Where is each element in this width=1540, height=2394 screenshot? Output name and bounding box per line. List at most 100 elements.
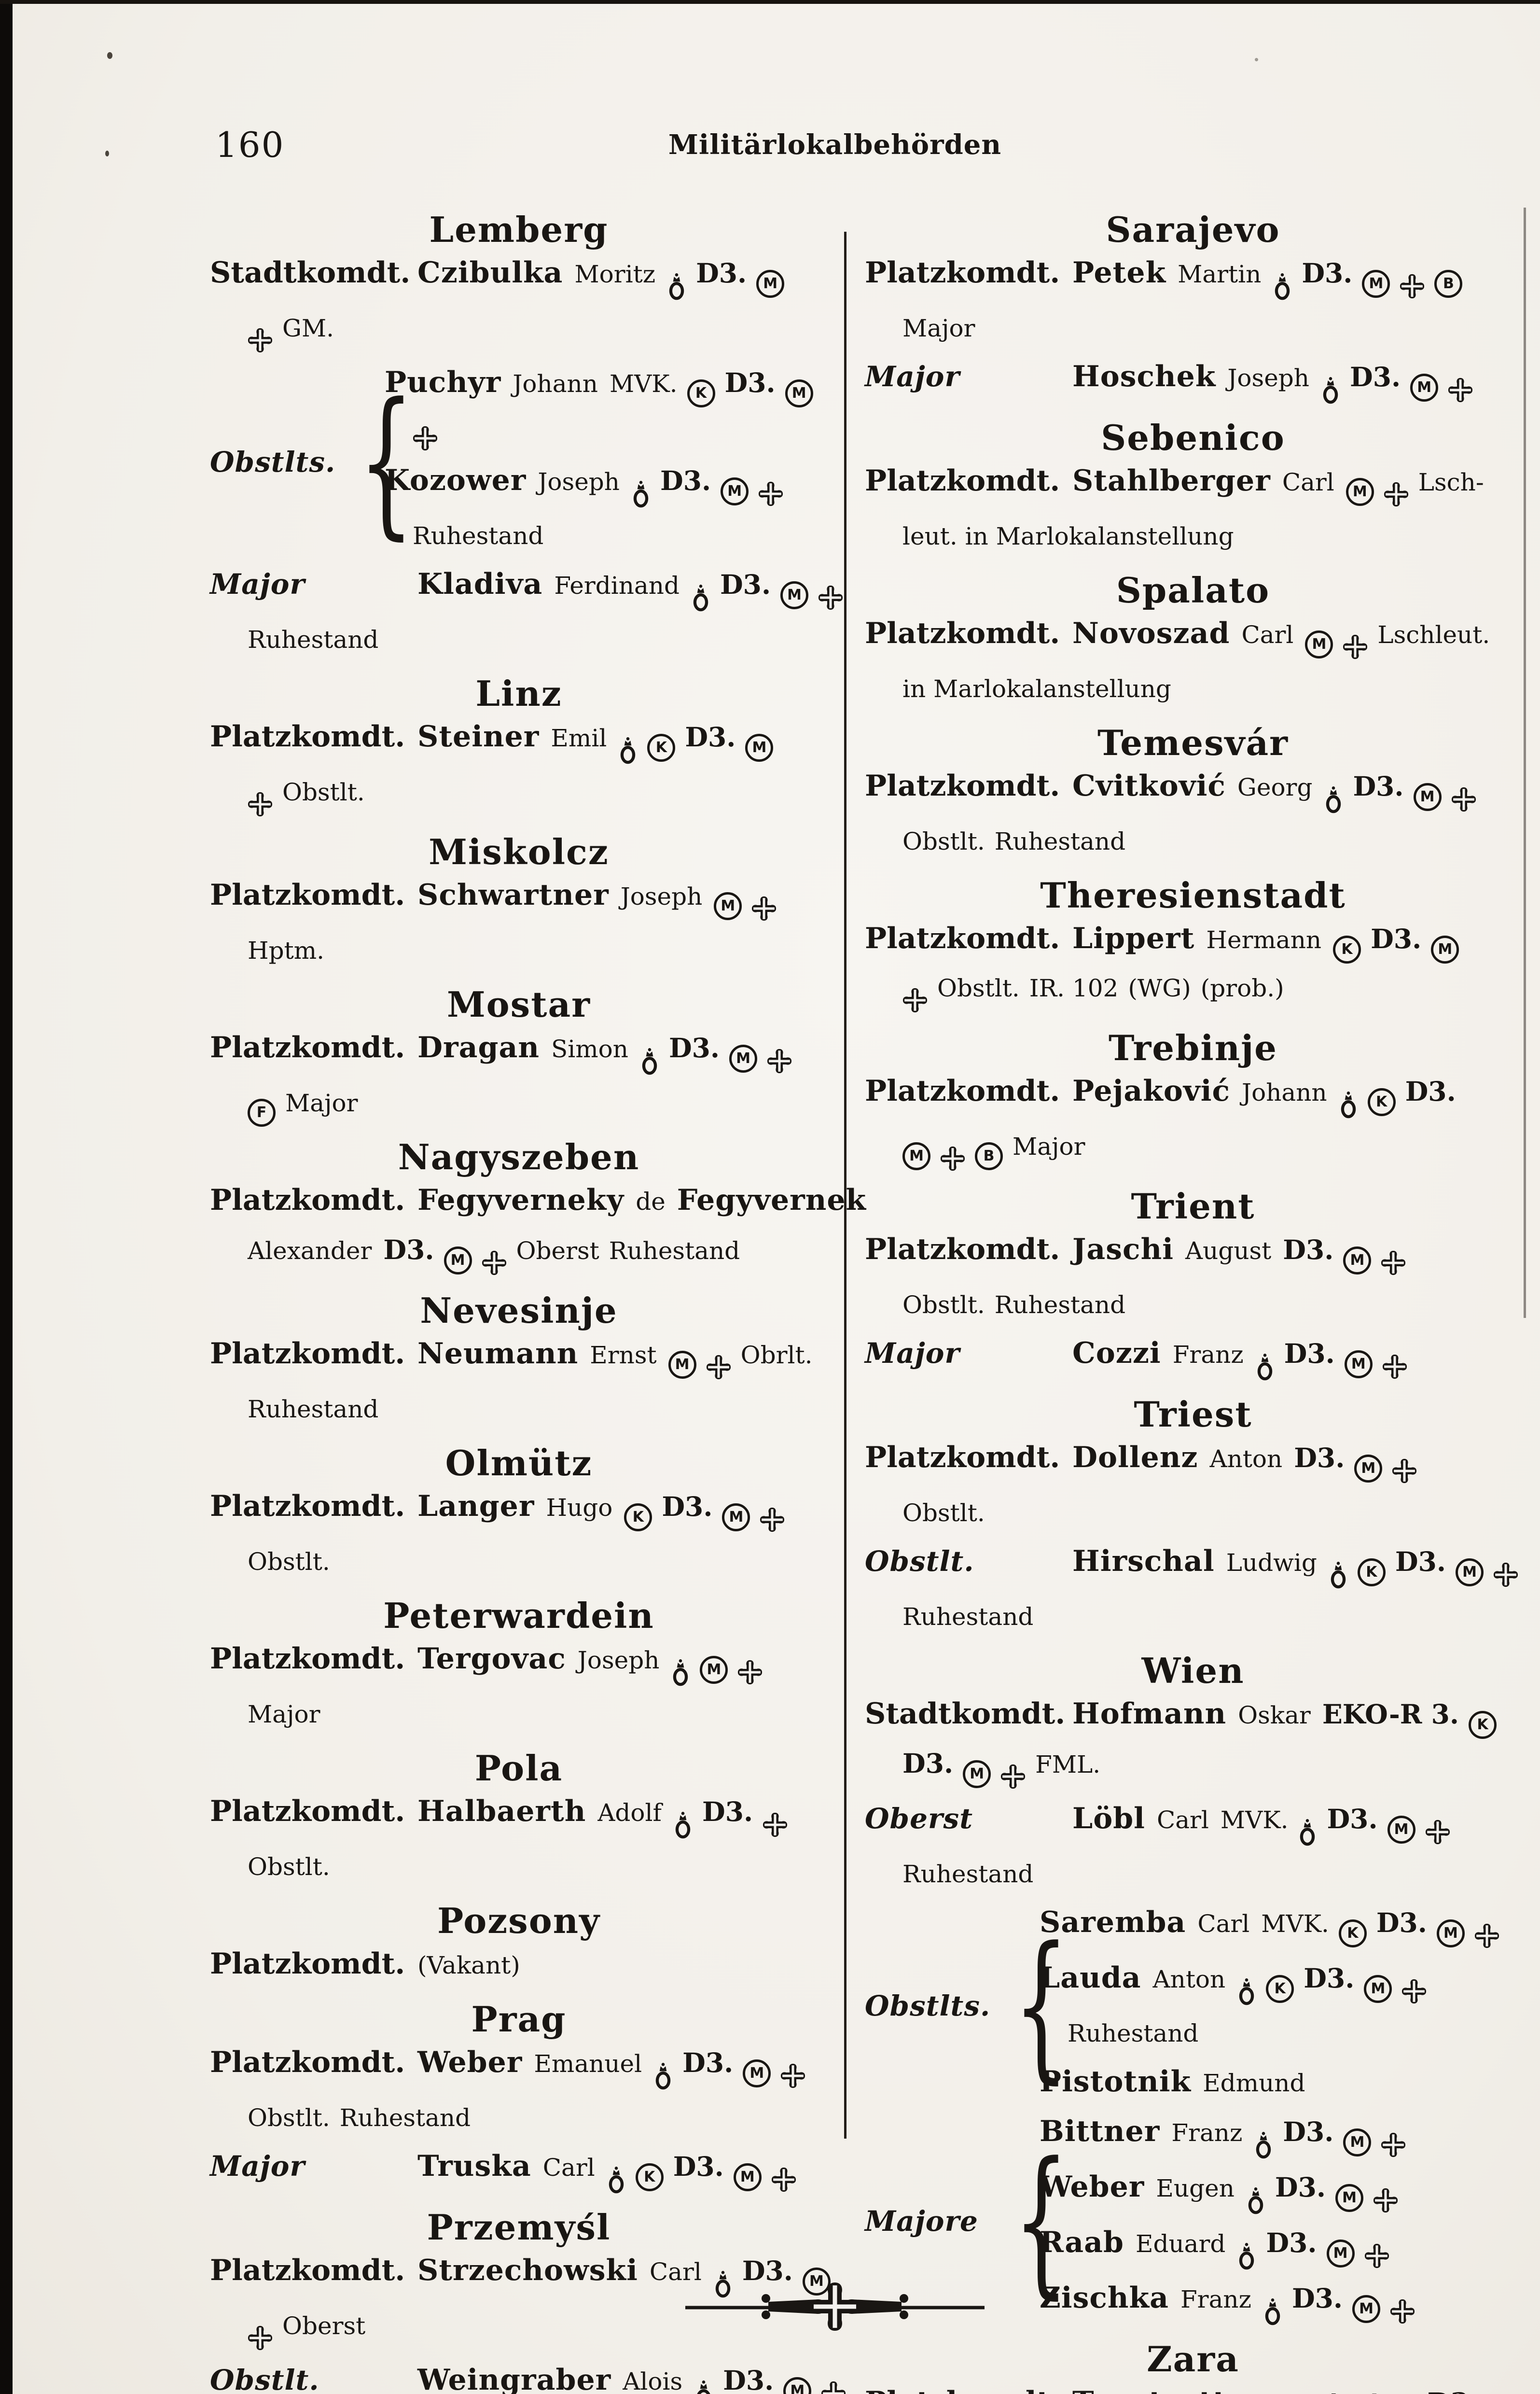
circled-M-icon: M: [963, 1760, 991, 1788]
given-name: Alexander: [248, 1237, 372, 1265]
entry-row: Platzkomdt. Strzechowski Carl D3. M Oberst: [210, 2249, 831, 2359]
given-name: Anton: [1152, 1965, 1226, 1993]
note-text: Obstlt.: [248, 1853, 330, 1881]
city-header: Trebinje: [1109, 1027, 1277, 1068]
brace: {: [1013, 1912, 1069, 2098]
rank-label: Platzkomdt.: [865, 1074, 1060, 1108]
city-header: Peterwardein: [383, 1595, 654, 1636]
decoration-text: D3.: [1327, 1803, 1378, 1834]
given-name: Martin: [1178, 260, 1262, 288]
column-right: Sarajevo Platzkomdt. Petek Martin D3. M B Major…: [865, 203, 1521, 2394]
entry-group: Majore{Bittner Franz D3. M Weber Eugen D3. M Raa…: [865, 2110, 1521, 2332]
note-text: (WG): [1128, 974, 1191, 1002]
decoration-text: D3.: [685, 721, 736, 753]
surname: Langer: [417, 1489, 535, 1523]
note-text: Ruhestand: [609, 1237, 740, 1265]
medal-icon: [1254, 2123, 1273, 2166]
rank-cell: Stadtkomdt.: [210, 252, 417, 301]
circled-K-icon: K: [1266, 1975, 1294, 2003]
city-header: Zara: [1147, 2338, 1239, 2380]
decoration-text: D3.: [720, 569, 771, 600]
scan-top-border: [0, 0, 1540, 4]
surname: Pejaković: [1072, 1074, 1231, 1108]
note-text: IR. 102: [1029, 974, 1119, 1002]
jubilee-cross-icon: [1400, 265, 1425, 307]
decoration-text: D3.: [1294, 1442, 1345, 1473]
jubilee-cross-icon: [763, 1803, 788, 1846]
scan-left-border: [0, 0, 13, 2394]
circled-M-icon: M: [1352, 2295, 1381, 2323]
circled-F-icon: F: [248, 1099, 276, 1127]
circled-M-icon: M: [1456, 1558, 1484, 1586]
note-text: Obstlt.: [902, 827, 985, 855]
entry-row: Platzkomdt. Novoszad Carl M Lschleut. in Marl…: [865, 612, 1521, 716]
given-name: Hugo: [546, 1494, 613, 1522]
entry-row: Platzkomdt. Pejaković Johann K D3. M B Major: [865, 1070, 1521, 1179]
note-text: MVK.: [1220, 1806, 1289, 1834]
group-entries: Bittner Franz D3. M Weber Eugen D3. M Raab Eduard…: [1040, 2110, 1521, 2332]
surname: Kozower: [385, 463, 527, 497]
entry-line: Puchyr Johann MVK. K D3. M: [385, 361, 828, 411]
note-text: Obstlt.: [902, 1291, 985, 1319]
note-text: Oberst: [282, 2312, 366, 2340]
city-header: Przemyśl: [427, 2207, 611, 2248]
entry-line: Obstlt.: [210, 771, 828, 825]
decoration-text: D3.: [1304, 1962, 1355, 1994]
circled-M-icon: M: [780, 581, 809, 609]
entry-line: Platzkomdt. Weber Emanuel D3. M: [210, 2041, 828, 2097]
jubilee-cross-icon: [767, 1039, 792, 1082]
jubilee-cross-icon: [482, 1241, 507, 1284]
rank-cell: Major: [865, 1332, 1072, 1382]
jubilee-cross-icon: [1451, 778, 1476, 820]
city-header: Theresienstadt: [1040, 875, 1346, 916]
circled-M-icon: M: [1387, 1816, 1415, 1844]
rank-cell: Major: [865, 355, 1072, 405]
circled-M-icon: M: [721, 477, 749, 505]
entry-line: leut. in Marlokalanstellung: [865, 515, 1521, 563]
given-name: Joseph: [538, 468, 620, 496]
circled-M-icon: M: [743, 2059, 771, 2087]
circled-M-icon: M: [722, 1503, 750, 1531]
surname: Lauda: [1040, 1961, 1141, 1995]
given-name: de: [636, 1188, 666, 1216]
entry-line: F Major: [210, 1082, 828, 1130]
note-text: (Vakant): [417, 1951, 520, 1979]
entry-group: Obstlts. {Puchyr Johann MVK. K D3. M Kozower Jos…: [210, 361, 828, 563]
jubilee-cross-icon: [1343, 625, 1368, 668]
jubilee-cross-icon: [780, 2054, 805, 2097]
circled-M-icon: M: [733, 2163, 762, 2191]
city-header: Nagyszeben: [398, 1136, 640, 1177]
jubilee-cross-icon: [1364, 2234, 1389, 2277]
surname: Steiner: [417, 720, 540, 754]
medal-icon: [653, 2054, 673, 2097]
decoration-text: D3.: [1395, 1546, 1446, 1577]
circled-M-icon: M: [1431, 936, 1459, 964]
rank-label: Platzkomdt.: [865, 1232, 1060, 1266]
given-name: Ernst: [590, 1341, 657, 1369]
jubilee-cross-icon: [1384, 473, 1409, 515]
rank-label: Platzkomdt.: [210, 1337, 405, 1371]
group-entries: Puchyr Johann MVK. K D3. M Kozower Joseph D3. M Ru…: [385, 361, 828, 563]
rank-cell: Platzkomdt.: [210, 1332, 417, 1382]
entry-row: Platzkomdt. Schwartner Joseph M Hptm.: [210, 874, 828, 978]
page-title: Militärlokalbehörden: [668, 129, 1002, 161]
surname: Jaschi: [1072, 1232, 1174, 1266]
entry-row: Platzkomdt. Stahlberger Carl M Lsch-leut. in…: [865, 460, 1521, 563]
column-divider-line: [844, 232, 846, 2139]
medal-icon: [1246, 2179, 1265, 2221]
note-text: Lschleut.: [1377, 621, 1490, 649]
entry-line: Obstlt.: [210, 1846, 828, 1894]
surname: Neumann: [417, 1337, 579, 1371]
circled-K-icon: K: [1338, 1919, 1367, 1947]
circled-M-icon: M: [1436, 1919, 1465, 1947]
medal-icon: [1324, 778, 1343, 820]
city-header: Nevesinje: [420, 1290, 618, 1331]
surname: Kladiva: [417, 567, 543, 601]
medal-icon: [640, 1039, 659, 1082]
decoration-text: D3.: [724, 367, 776, 398]
entry-line: GM.: [210, 307, 828, 361]
rank-label: Platzkomdt.: [865, 1441, 1060, 1474]
jubilee-cross-icon: [1448, 368, 1473, 411]
decoration-text: D3.: [1283, 2116, 1334, 2147]
note-text: Obrlt.: [740, 1341, 813, 1369]
